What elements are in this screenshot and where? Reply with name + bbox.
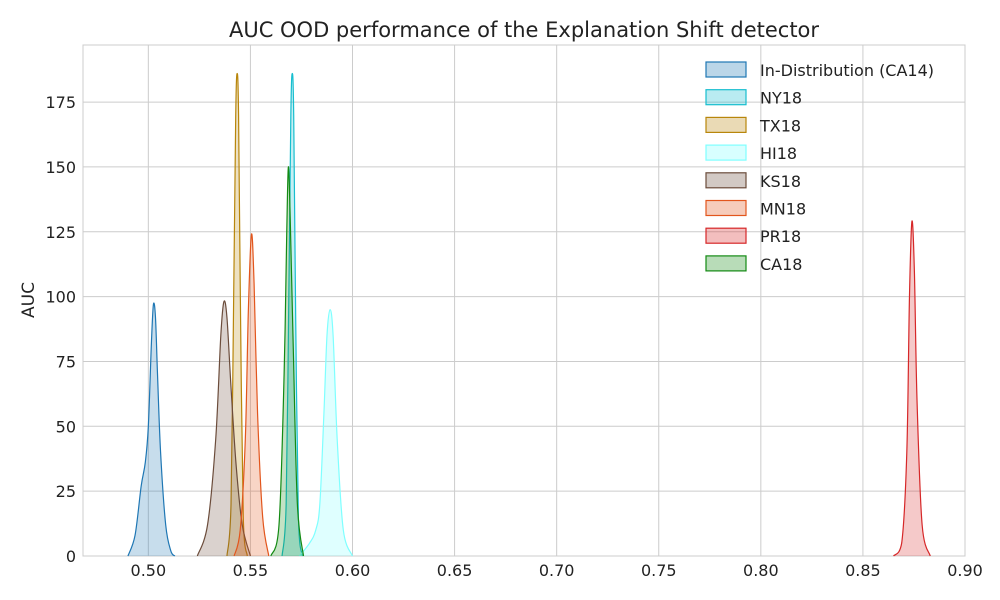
legend-item-ks18: KS18 bbox=[705, 172, 801, 191]
legend-label: In-Distribution (CA14) bbox=[760, 61, 934, 80]
x-tick-label: 0.70 bbox=[539, 561, 575, 580]
series-line bbox=[893, 220, 931, 557]
series-line bbox=[233, 233, 270, 557]
legend-label: TX18 bbox=[759, 116, 801, 135]
x-tick-label: 0.55 bbox=[233, 561, 269, 580]
legend-swatch bbox=[705, 255, 747, 272]
series-layer bbox=[127, 72, 931, 557]
y-tick-label: 150 bbox=[45, 158, 76, 177]
x-tick-label: 0.80 bbox=[743, 561, 779, 580]
y-tick-label: 175 bbox=[45, 93, 76, 112]
legend-swatch bbox=[705, 227, 747, 244]
legend-swatch bbox=[705, 199, 747, 217]
series-ks18 bbox=[196, 300, 252, 557]
series-line bbox=[270, 166, 305, 557]
series-line bbox=[127, 302, 176, 557]
legend-label: NY18 bbox=[760, 89, 802, 108]
y-axis-label: AUC bbox=[19, 282, 39, 318]
series-tx18 bbox=[226, 72, 248, 557]
series-in-distribution-ca14 bbox=[127, 302, 176, 557]
legend-item-pr18: PR18 bbox=[705, 227, 801, 246]
legend-label: CA18 bbox=[760, 255, 802, 274]
y-tick-label: 50 bbox=[56, 417, 76, 436]
plot-frame bbox=[82, 44, 966, 557]
series-ca18 bbox=[270, 166, 305, 557]
series-area bbox=[226, 73, 248, 556]
x-tick-label: 0.90 bbox=[947, 561, 983, 580]
series-area bbox=[893, 220, 931, 556]
legend-label: PR18 bbox=[760, 227, 801, 246]
x-tick-label: 0.65 bbox=[437, 561, 473, 580]
legend-item-ny18: NY18 bbox=[705, 89, 802, 108]
y-tick-label: 75 bbox=[56, 352, 76, 371]
y-tick-label: 0 bbox=[66, 547, 76, 566]
legend-item-ca18: CA18 bbox=[705, 255, 802, 274]
legend-label: MN18 bbox=[760, 200, 806, 219]
series-area bbox=[197, 300, 251, 556]
legend-swatch bbox=[705, 116, 747, 134]
series-line bbox=[196, 300, 252, 557]
legend-swatch bbox=[705, 61, 747, 78]
x-tick-label: 0.85 bbox=[845, 561, 881, 580]
legend: In-Distribution (CA14) NY18 TX18 HI18 KS18 MN… bbox=[705, 61, 934, 274]
series-mn18 bbox=[233, 233, 270, 557]
series-area bbox=[299, 309, 353, 556]
legend-swatch bbox=[705, 89, 747, 106]
y-tick-label: 100 bbox=[45, 288, 76, 307]
legend-item-hi18: HI18 bbox=[705, 144, 797, 163]
y-tick-labels: 0 25 50 75 100 125 150 175 bbox=[45, 93, 76, 566]
y-tick-label: 25 bbox=[56, 482, 76, 501]
y-tick-label: 125 bbox=[45, 223, 76, 242]
x-tick-label: 0.60 bbox=[335, 561, 371, 580]
series-pr18 bbox=[893, 220, 931, 557]
legend-item-in-distribution-ca14: In-Distribution (CA14) bbox=[705, 61, 934, 80]
x-tick-label: 0.75 bbox=[641, 561, 677, 580]
x-tick-label: 0.50 bbox=[131, 561, 167, 580]
legend-item-mn18: MN18 bbox=[705, 199, 806, 219]
legend-swatch bbox=[705, 144, 747, 161]
legend-item-tx18: TX18 bbox=[705, 116, 801, 135]
legend-label: HI18 bbox=[760, 144, 797, 163]
series-line bbox=[281, 72, 304, 557]
series-hi18 bbox=[298, 308, 354, 557]
legend-swatch bbox=[705, 172, 747, 189]
chart-title: AUC OOD performance of the Explanation S… bbox=[229, 18, 819, 42]
x-tick-labels: 0.50 0.55 0.60 0.65 0.70 0.75 0.80 0.85 0.90 bbox=[131, 561, 983, 580]
series-area bbox=[127, 302, 175, 556]
legend-label: KS18 bbox=[760, 172, 801, 191]
series-line bbox=[226, 72, 248, 557]
series-line bbox=[298, 308, 354, 557]
